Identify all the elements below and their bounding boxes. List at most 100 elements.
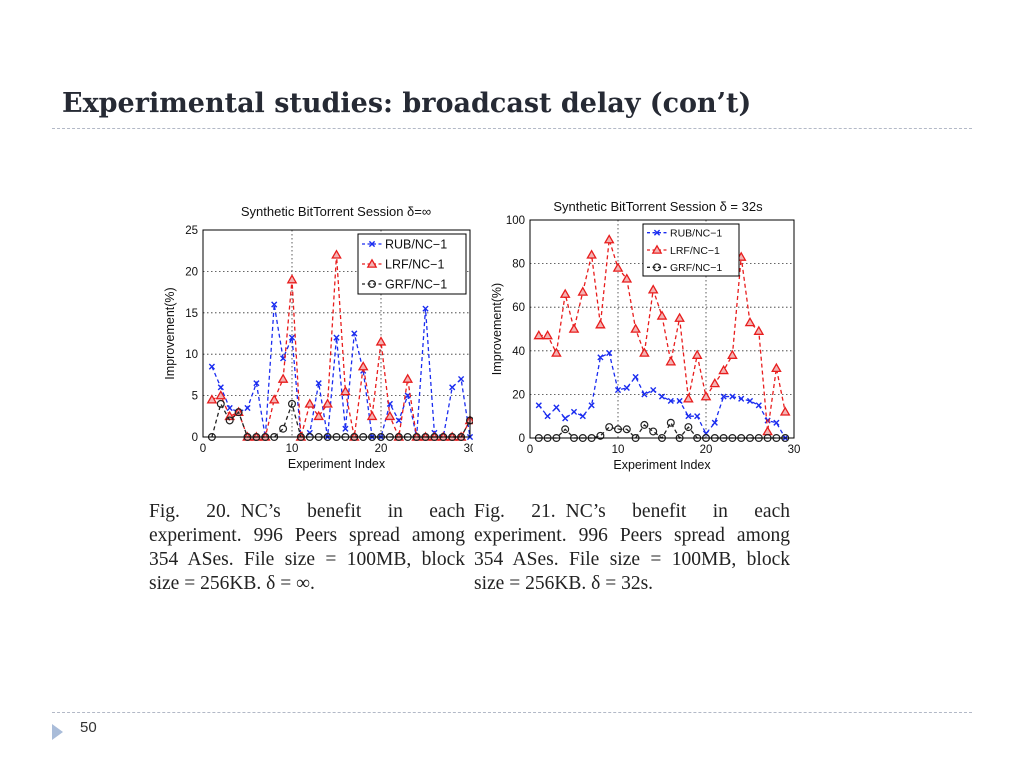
data-point	[568, 323, 580, 333]
figure-21-caption: Fig. 21. NC’s benefit in each experiment.…	[474, 500, 790, 596]
data-point	[614, 425, 623, 434]
data-point	[288, 399, 297, 408]
data-point	[342, 425, 349, 432]
legend: RUB/NC−1 LRF/NC−1 GRF/NC−1	[642, 223, 740, 277]
data-point	[313, 410, 325, 421]
data-point	[333, 334, 340, 341]
data-point	[720, 393, 727, 400]
data-point	[351, 330, 358, 337]
data-point	[286, 274, 298, 284]
data-point	[253, 380, 260, 387]
legend-label: GRF/NC−1	[670, 262, 722, 274]
data-point	[650, 386, 657, 394]
data-point	[711, 419, 718, 426]
data-point	[535, 402, 542, 409]
data-point	[623, 384, 630, 391]
title-divider	[52, 128, 972, 129]
caption-text: NC’s benefit in each experiment. 996 Pee…	[149, 501, 465, 594]
x-tick-label: 10	[286, 443, 299, 455]
data-point	[551, 347, 562, 357]
data-point	[676, 397, 683, 405]
data-point	[621, 273, 633, 283]
data-point	[215, 390, 227, 400]
y-tick-label: 5	[192, 391, 198, 403]
data-point	[533, 330, 545, 340]
data-point	[753, 325, 765, 335]
legend-swatch-marker	[653, 263, 662, 272]
data-point	[570, 408, 578, 415]
data-point	[665, 356, 677, 366]
data-point	[683, 393, 694, 403]
data-point	[639, 347, 650, 357]
data-point	[271, 301, 278, 308]
data-point	[685, 413, 692, 420]
data-point	[641, 391, 648, 398]
data-point	[384, 410, 396, 421]
data-point	[458, 375, 465, 383]
data-point	[746, 397, 754, 405]
data-point	[216, 399, 225, 408]
series-line	[538, 352, 786, 439]
y-tick-label: 60	[512, 302, 525, 314]
caption-text: NC’s benefit in each experiment. 996 Pee…	[474, 501, 790, 594]
data-point	[542, 330, 553, 340]
data-point	[596, 431, 605, 440]
data-point	[614, 386, 622, 394]
legend-label: LRF/NC−1	[385, 258, 444, 272]
data-point	[340, 385, 351, 396]
data-point	[729, 393, 736, 400]
legend-label: RUB/NC−1	[670, 227, 722, 239]
data-point	[709, 377, 721, 388]
data-point	[656, 310, 668, 320]
x-axis-label: Experiment Index	[288, 457, 386, 471]
figure-20-caption: Fig. 20. NC’s benefit in each experiment.…	[149, 500, 465, 596]
data-point	[640, 420, 649, 429]
x-axis-label: Experiment Index	[613, 458, 711, 472]
footer-divider	[52, 712, 972, 713]
y-tick-label: 0	[192, 432, 198, 444]
data-point	[422, 305, 429, 312]
data-point	[288, 334, 296, 341]
data-point	[217, 384, 224, 391]
data-point	[603, 234, 615, 244]
x-tick-label: 30	[464, 443, 473, 455]
data-point	[694, 413, 701, 420]
data-point	[612, 262, 624, 272]
data-point	[268, 394, 280, 404]
data-point	[322, 398, 333, 408]
data-point	[744, 316, 756, 327]
data-point	[577, 286, 589, 296]
data-point	[666, 418, 675, 427]
data-point	[674, 312, 685, 322]
data-point	[691, 349, 703, 359]
data-point	[315, 380, 322, 387]
data-point	[375, 336, 387, 346]
y-axis-label: Improvement(%)	[163, 287, 177, 379]
data-point	[562, 415, 569, 422]
data-point	[649, 427, 658, 436]
data-point	[586, 249, 597, 259]
data-point	[595, 319, 606, 329]
y-tick-label: 20	[185, 266, 198, 278]
x-tick-label: 0	[527, 444, 533, 456]
series-rub-nc-1	[535, 349, 789, 442]
data-point	[279, 424, 288, 433]
chart-title: Synthetic BitTorrent Session δ=∞	[241, 204, 431, 219]
legend-swatch-marker	[653, 229, 661, 236]
y-tick-label: 40	[512, 346, 525, 358]
plot-frame	[529, 219, 795, 439]
data-point	[605, 423, 614, 432]
y-tick-label: 10	[185, 349, 198, 361]
legend-swatch-marker	[651, 244, 663, 254]
chart-title: Synthetic BitTorrent Session δ = 32s	[553, 199, 763, 214]
data-point	[402, 373, 414, 383]
legend-swatch-marker	[368, 279, 377, 288]
data-point	[718, 364, 729, 375]
chart-synthetic-delta-32s: 0 10 20 30 0 20 40 60 80 100 Synthetic BitTorrent …	[490, 199, 800, 472]
data-point	[588, 402, 595, 409]
data-point	[544, 413, 551, 420]
data-point	[553, 404, 560, 411]
legend-label: GRF/NC−1	[385, 278, 447, 292]
data-point	[647, 284, 659, 294]
legend-swatch-marker	[368, 240, 376, 248]
